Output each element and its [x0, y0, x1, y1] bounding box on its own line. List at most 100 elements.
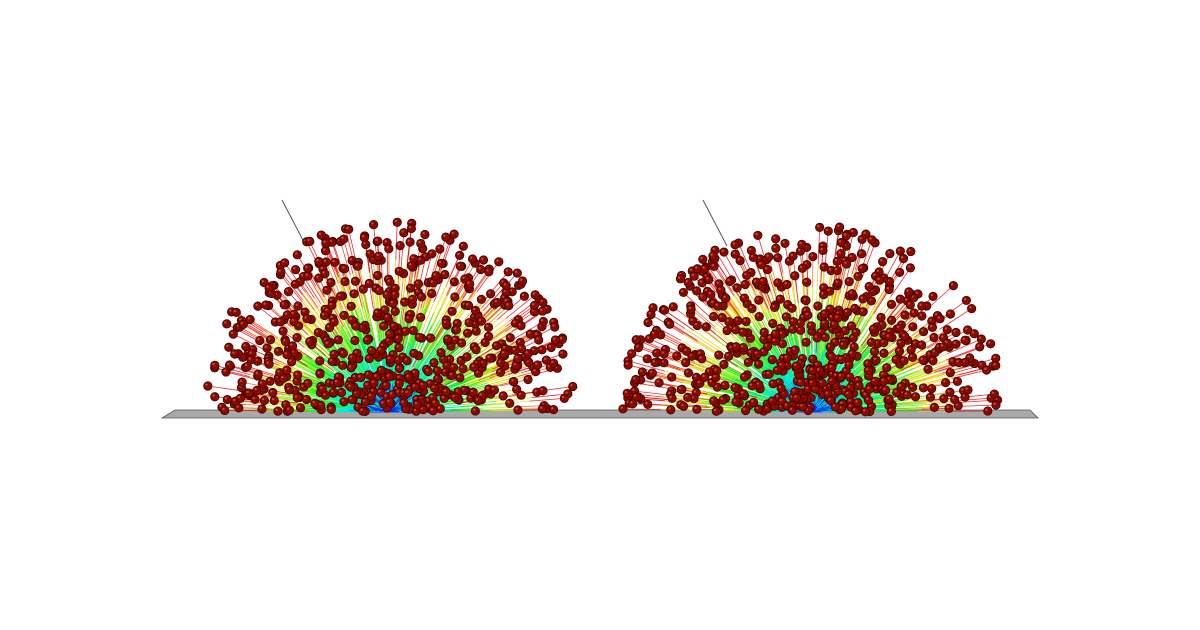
- particle-highlight: [445, 336, 448, 339]
- particle-highlight: [378, 347, 381, 351]
- particle-highlight: [283, 339, 286, 342]
- particle: [451, 325, 462, 335]
- particle: [394, 363, 404, 374]
- particle-highlight: [410, 328, 414, 331]
- particle: [409, 348, 419, 358]
- particle-highlight: [335, 337, 339, 340]
- particle-highlight: [511, 378, 514, 382]
- ray: [305, 356, 335, 376]
- particle: [276, 267, 286, 277]
- particle: [292, 250, 302, 260]
- particle-highlight: [465, 330, 468, 334]
- ray: [353, 297, 364, 327]
- particle-highlight: [243, 343, 246, 347]
- particle: [499, 349, 509, 359]
- particle-highlight: [437, 246, 440, 249]
- particle: [292, 333, 302, 343]
- particle: [350, 276, 361, 286]
- particle: [428, 406, 438, 416]
- particle-highlight: [268, 337, 271, 340]
- particle-highlight: [396, 380, 400, 384]
- particle-highlight: [271, 398, 275, 401]
- particle-highlight: [418, 314, 421, 318]
- particle-highlight: [395, 357, 399, 361]
- particle-highlight: [457, 375, 460, 378]
- particle-highlight: [533, 369, 536, 372]
- particle-highlight: [534, 332, 538, 335]
- ray: [305, 325, 327, 348]
- particle-highlight: [248, 357, 251, 360]
- particle-highlight: [233, 398, 236, 402]
- particle: [390, 290, 400, 300]
- particle-highlight: [277, 370, 280, 373]
- particle-highlight: [407, 311, 411, 315]
- particle-highlight: [237, 395, 241, 399]
- particle: [458, 363, 468, 374]
- ray: [456, 379, 479, 389]
- ray: [362, 301, 373, 339]
- particle: [550, 335, 561, 345]
- particle-highlight: [431, 360, 434, 363]
- ray: [233, 333, 265, 351]
- particle: [326, 277, 336, 288]
- particle-highlight: [407, 239, 410, 242]
- particle-highlight: [494, 343, 497, 346]
- particle: [279, 300, 289, 310]
- ray: [476, 261, 500, 293]
- particle-highlight: [442, 369, 446, 372]
- particle-highlight: [395, 335, 399, 339]
- particle: [416, 238, 426, 249]
- particle-highlight: [366, 355, 370, 359]
- particle-highlight: [396, 345, 399, 348]
- particle-highlight: [284, 352, 287, 355]
- particle-highlight: [488, 291, 491, 294]
- particle-highlight: [292, 281, 296, 285]
- particle: [322, 285, 332, 295]
- particle-highlight: [362, 399, 366, 402]
- particle-highlight: [429, 290, 432, 294]
- particle: [533, 360, 543, 370]
- particle: [275, 317, 286, 327]
- particle: [262, 343, 272, 353]
- ray: [239, 326, 270, 345]
- particle-highlight: [266, 361, 269, 364]
- particle: [399, 228, 409, 238]
- particle-highlight: [408, 225, 412, 229]
- particle-highlight: [540, 308, 543, 311]
- particle: [427, 249, 437, 259]
- particle: [430, 383, 440, 393]
- particle: [534, 335, 544, 345]
- particle-highlight: [223, 369, 226, 372]
- particle-highlight: [280, 328, 283, 332]
- particle-highlight: [233, 309, 237, 313]
- ray: [459, 403, 495, 407]
- ray: [441, 281, 455, 309]
- hemispheres: [203, 217, 1003, 417]
- particle-highlight: [371, 380, 374, 383]
- particle-highlight: [397, 375, 400, 378]
- particle-highlight: [358, 375, 361, 378]
- ray: [461, 404, 486, 408]
- particle-highlight: [340, 362, 343, 366]
- particle: [550, 322, 560, 332]
- particle-highlight: [222, 407, 225, 411]
- particle-highlight: [475, 398, 479, 401]
- particle-highlight: [355, 263, 358, 267]
- particle-highlight: [365, 372, 369, 375]
- particle: [489, 385, 500, 395]
- particle-highlight: [387, 331, 390, 334]
- particle-highlight: [520, 278, 523, 281]
- particle: [433, 374, 443, 384]
- particle-highlight: [540, 299, 543, 303]
- particle-highlight: [405, 390, 408, 393]
- particle: [559, 393, 569, 403]
- ray: [434, 326, 451, 349]
- particle-highlight: [386, 246, 389, 249]
- particle-highlight: [348, 384, 351, 388]
- particle-highlight: [494, 300, 498, 303]
- particle: [244, 388, 254, 398]
- particle: [491, 341, 502, 351]
- particle-highlight: [323, 240, 326, 244]
- particle: [492, 297, 502, 308]
- particle-highlight: [318, 232, 322, 236]
